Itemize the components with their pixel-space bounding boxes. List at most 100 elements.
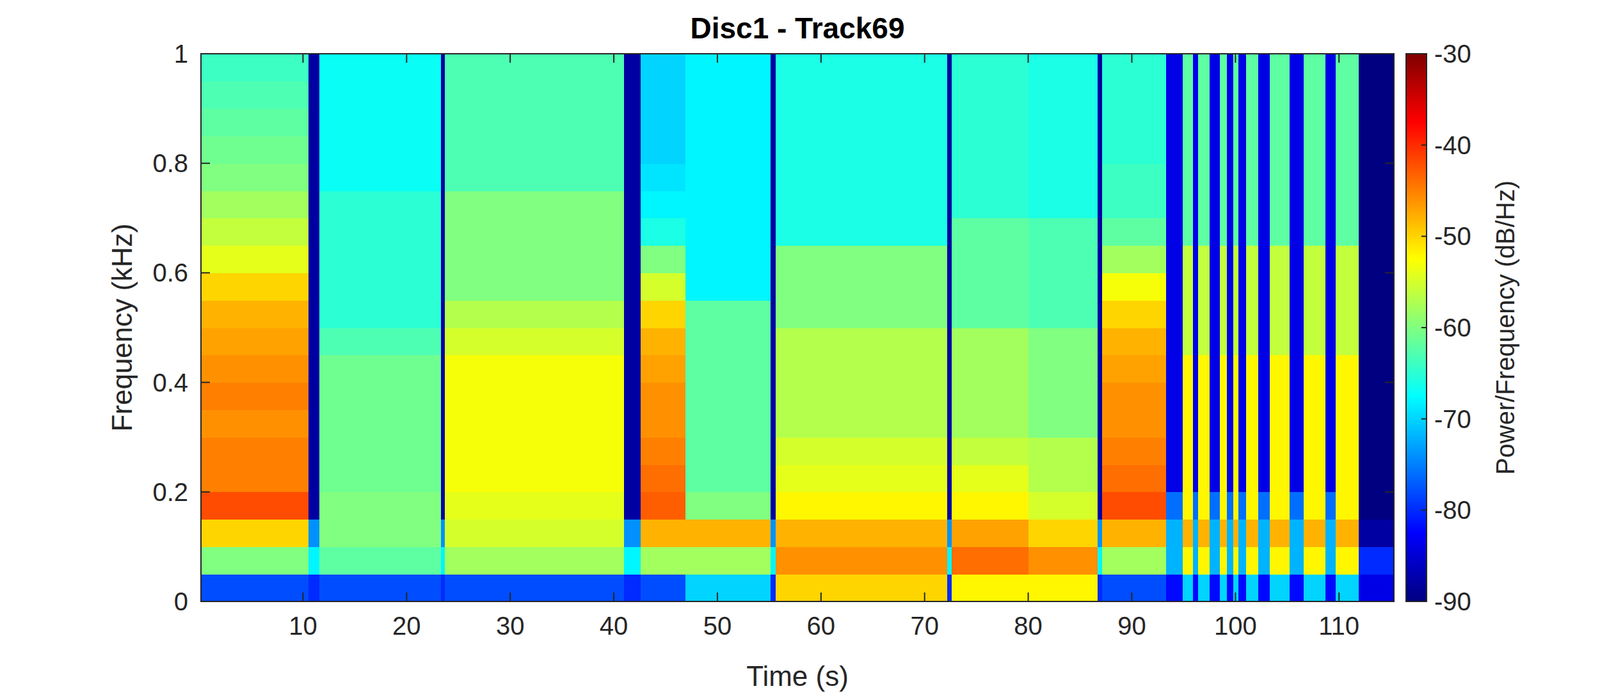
cell [1325, 218, 1337, 246]
cell [1209, 437, 1221, 465]
cell [1198, 437, 1210, 465]
cell [775, 272, 948, 301]
cell [775, 574, 948, 602]
cell [951, 272, 1029, 301]
cell [1303, 190, 1326, 219]
cell [947, 135, 952, 164]
cell [1219, 327, 1228, 356]
cell [685, 53, 771, 82]
cell [1209, 81, 1221, 109]
cell [1166, 464, 1183, 493]
cell [1335, 355, 1359, 383]
x-tick [924, 53, 926, 63]
x-tick [1338, 592, 1340, 602]
cell [1198, 81, 1210, 109]
cell [685, 163, 771, 191]
cell [951, 492, 1029, 520]
cell [1335, 53, 1359, 82]
cell [1226, 53, 1234, 82]
cell [624, 574, 641, 602]
cell [1258, 218, 1270, 246]
cell [1289, 53, 1305, 82]
cell [1335, 437, 1359, 465]
cell [440, 464, 446, 493]
cell [624, 81, 641, 109]
cell [308, 409, 320, 438]
x-tick-label: 30 [496, 611, 525, 640]
y-tick [1384, 600, 1394, 603]
colorbar-tick [1421, 600, 1427, 603]
cell [640, 81, 686, 109]
cell [1303, 355, 1326, 383]
cell [770, 327, 777, 356]
cell [1325, 327, 1337, 356]
x-tick [405, 53, 408, 63]
cell [947, 245, 952, 274]
cell [1166, 382, 1183, 411]
cell [1335, 163, 1359, 191]
cell [685, 409, 771, 438]
cell [319, 81, 441, 109]
cell [1258, 163, 1270, 191]
cell [1289, 300, 1305, 328]
cell [1028, 355, 1099, 383]
cell [640, 519, 686, 548]
cell [1269, 81, 1290, 109]
y-tick [200, 600, 210, 603]
x-tick-label: 70 [910, 611, 939, 640]
cell [1238, 382, 1247, 411]
cell [1335, 574, 1359, 602]
cell [200, 245, 309, 274]
x-tick [716, 592, 719, 602]
cell [1166, 519, 1183, 548]
cell [1166, 245, 1183, 274]
cell [440, 108, 446, 137]
cell [1226, 327, 1234, 356]
cell [1209, 327, 1221, 356]
cell [951, 218, 1029, 246]
cell [1219, 53, 1228, 82]
cell [308, 272, 320, 301]
cell [1028, 218, 1099, 246]
cell [200, 382, 309, 411]
cell [1182, 190, 1194, 219]
cell [1335, 546, 1359, 575]
cell [319, 519, 441, 548]
cell [1269, 163, 1290, 191]
cell [1219, 355, 1228, 383]
cell [440, 218, 446, 246]
cell [1028, 546, 1099, 575]
cell [640, 108, 686, 137]
cell [1097, 245, 1103, 274]
cell [1102, 574, 1167, 602]
cell [1303, 437, 1326, 465]
cell [1335, 218, 1359, 246]
cell [947, 409, 952, 438]
cell [640, 492, 686, 520]
cell [1097, 355, 1103, 383]
cell [640, 574, 686, 602]
cell [1303, 108, 1326, 137]
cell [947, 327, 952, 356]
cell [624, 163, 641, 191]
cell [1233, 300, 1240, 328]
y-tick-label: 0.8 [152, 149, 189, 178]
cell [951, 409, 1029, 438]
cell [1303, 218, 1326, 246]
cell [200, 409, 309, 438]
cell [1166, 546, 1183, 575]
cell [624, 135, 641, 164]
cell [1226, 492, 1234, 520]
cell [624, 53, 641, 82]
cell [951, 163, 1029, 191]
cell [308, 135, 320, 164]
cell [624, 190, 641, 219]
cell [1246, 272, 1259, 301]
cell [1233, 382, 1240, 411]
cell [444, 245, 625, 274]
x-tick [1130, 53, 1133, 63]
cell [1258, 272, 1270, 301]
cell [1246, 519, 1259, 548]
x-tick-label: 90 [1117, 611, 1147, 640]
cell [1358, 546, 1394, 575]
